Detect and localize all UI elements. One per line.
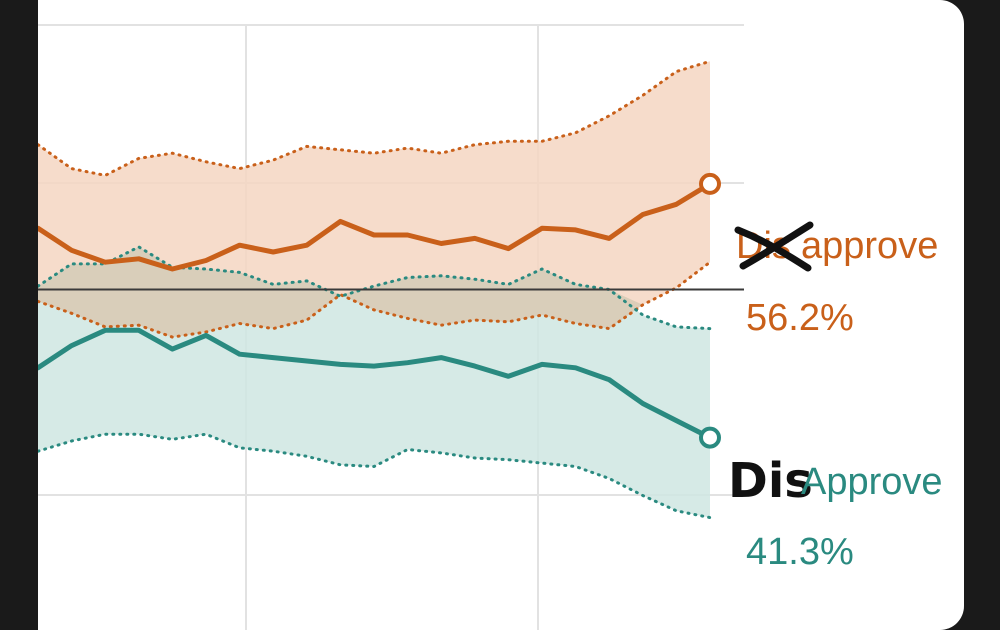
disapprove-line	[38, 181, 713, 272]
approve-value: 41.3%	[746, 531, 854, 573]
approve-line	[38, 327, 713, 441]
chart-card: Dis approve 56.2% Dis Approve 41.3%	[38, 0, 964, 630]
series-lines	[38, 181, 713, 441]
disapprove-value: 56.2%	[746, 297, 854, 339]
approve-annotation: Dis Approve 41.3%	[728, 453, 943, 573]
handwritten-dis-prefix: Dis	[728, 453, 813, 509]
approve-label: Approve	[801, 461, 943, 503]
disapprove-lower-bound	[38, 260, 712, 339]
disapprove-upper-bound	[38, 59, 712, 177]
series-endpoints	[699, 172, 721, 449]
approval-chart: Dis approve 56.2% Dis Approve 41.3%	[38, 24, 943, 630]
approve-lower-bound	[38, 432, 712, 520]
left-dark-edge	[0, 0, 38, 630]
approve-endpoint	[699, 426, 721, 449]
disapprove-endpoint	[699, 172, 721, 195]
cross-out-mark	[734, 221, 814, 272]
disapprove-annotation: Dis approve 56.2%	[734, 221, 938, 339]
band-bounds	[38, 59, 712, 520]
disapprove-label: approve	[801, 225, 938, 267]
approve-upper-bound	[38, 245, 712, 331]
